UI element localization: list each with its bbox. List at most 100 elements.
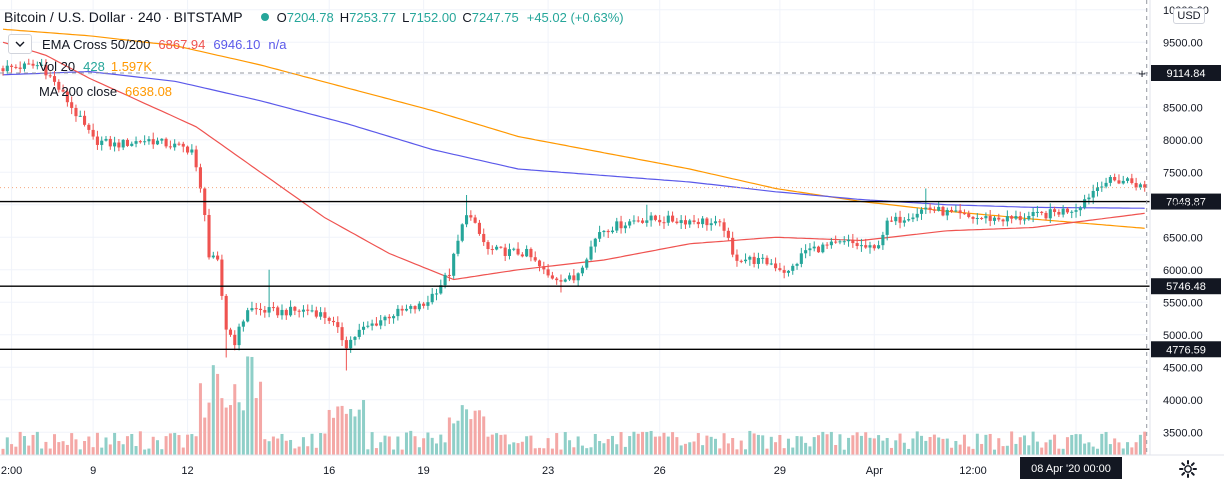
volume-bar bbox=[387, 436, 391, 455]
volume-bar bbox=[1035, 441, 1039, 455]
volume-bar bbox=[598, 441, 602, 455]
candle-body bbox=[271, 307, 275, 309]
volume-name[interactable]: Vol 20 bbox=[39, 59, 76, 74]
volume-bar bbox=[1070, 434, 1074, 455]
candle-body bbox=[954, 210, 958, 212]
volume-bar bbox=[538, 447, 542, 455]
volume-bar bbox=[435, 443, 439, 455]
legend-volume-row: Vol 20 428 1.597K bbox=[39, 59, 152, 74]
volume-bar bbox=[439, 434, 443, 455]
volume-bar bbox=[108, 444, 112, 455]
volume-bar bbox=[267, 441, 271, 455]
candle-body bbox=[477, 222, 481, 234]
volume-bar bbox=[241, 410, 245, 455]
volume-bar bbox=[263, 439, 267, 455]
gear-icon[interactable] bbox=[1178, 459, 1198, 479]
volume-bar bbox=[349, 409, 353, 455]
symbol-title[interactable]: Bitcoin / U.S. Dollar · 240 · BITSTAMP bbox=[4, 9, 243, 25]
volume-bar bbox=[671, 432, 675, 455]
candle-body bbox=[825, 244, 829, 246]
volume-bar bbox=[383, 435, 387, 455]
candle-body bbox=[842, 241, 846, 243]
candle-body bbox=[22, 63, 27, 69]
volume-bar bbox=[915, 431, 919, 455]
legend-ma-row: MA 200 close 6638.08 bbox=[39, 84, 172, 99]
candle-body bbox=[194, 149, 198, 168]
candle-body bbox=[585, 259, 589, 268]
volume-bar bbox=[1, 448, 5, 455]
candle-body bbox=[598, 232, 602, 239]
candle-body bbox=[1065, 208, 1069, 213]
candle-body bbox=[559, 280, 563, 282]
candle-body bbox=[838, 241, 842, 243]
volume-bar bbox=[885, 437, 889, 455]
volume-bar bbox=[486, 436, 490, 455]
y-tick-label: 7500.00 bbox=[1163, 167, 1203, 179]
candle-body bbox=[1001, 219, 1005, 222]
volume-bar bbox=[190, 434, 194, 455]
volume-bar bbox=[1091, 446, 1095, 455]
volume-bar bbox=[636, 433, 640, 455]
candle-body bbox=[57, 81, 61, 90]
candle-body bbox=[216, 255, 220, 260]
candle-body bbox=[1031, 212, 1035, 216]
volume-bar bbox=[1010, 431, 1014, 455]
volume-bar bbox=[1001, 446, 1005, 455]
candle-body bbox=[267, 307, 271, 313]
collapse-legend-button[interactable] bbox=[8, 34, 32, 54]
candle-body bbox=[692, 220, 696, 222]
volume-bar bbox=[14, 446, 18, 455]
volume-bar bbox=[5, 437, 9, 455]
volume-bar bbox=[756, 434, 760, 455]
x-tick-label: 9 bbox=[90, 465, 96, 477]
volume-bar bbox=[997, 438, 1001, 455]
volume-bar bbox=[1078, 434, 1082, 455]
currency-badge[interactable]: USD bbox=[1173, 8, 1205, 24]
candle-body bbox=[937, 206, 941, 211]
volume-bar bbox=[160, 449, 164, 455]
candle-body bbox=[280, 309, 284, 316]
candle-body bbox=[306, 309, 310, 311]
volume-bar bbox=[988, 433, 992, 455]
candle-body bbox=[1117, 180, 1121, 184]
volume-bar bbox=[40, 448, 44, 455]
candle-body bbox=[756, 257, 760, 264]
ema-cross-name[interactable]: EMA Cross 50/200 bbox=[42, 36, 151, 52]
volume-bar bbox=[443, 442, 447, 455]
candle-body bbox=[74, 107, 78, 117]
candle-body bbox=[919, 209, 924, 214]
volume-bar bbox=[920, 435, 924, 455]
volume-bar bbox=[520, 441, 524, 455]
volume-bar bbox=[1031, 431, 1035, 455]
volume-bar bbox=[984, 434, 988, 455]
volume-bar bbox=[894, 440, 898, 455]
volume-bar bbox=[465, 409, 469, 455]
ma-name[interactable]: MA 200 close bbox=[39, 84, 118, 99]
candle-body bbox=[1057, 211, 1061, 215]
volume-bar bbox=[104, 437, 108, 455]
candle-body bbox=[1048, 209, 1052, 219]
volume-bar bbox=[168, 433, 172, 455]
candle-body bbox=[258, 308, 263, 311]
x-tick-label: 12:00 bbox=[959, 465, 987, 477]
volume-bar bbox=[516, 443, 520, 455]
volume-bar bbox=[164, 436, 168, 455]
volume-bar bbox=[1143, 431, 1147, 455]
volume-bar bbox=[924, 440, 928, 455]
candle-body bbox=[774, 263, 778, 269]
volume-bar bbox=[143, 449, 147, 455]
y-tick-label: 6500.00 bbox=[1163, 232, 1203, 244]
candle-body bbox=[1022, 219, 1027, 221]
volume-bar bbox=[769, 436, 773, 455]
candle-body bbox=[207, 214, 211, 258]
x-tick-label: 19 bbox=[418, 465, 430, 477]
candle-body bbox=[447, 274, 451, 276]
volume-bar bbox=[735, 449, 739, 455]
candle-body bbox=[834, 241, 838, 243]
candle-body bbox=[864, 245, 868, 248]
volume-bar bbox=[198, 383, 202, 455]
volume-bar bbox=[525, 436, 529, 455]
volume-bar bbox=[254, 398, 258, 455]
volume-bar bbox=[70, 433, 74, 455]
